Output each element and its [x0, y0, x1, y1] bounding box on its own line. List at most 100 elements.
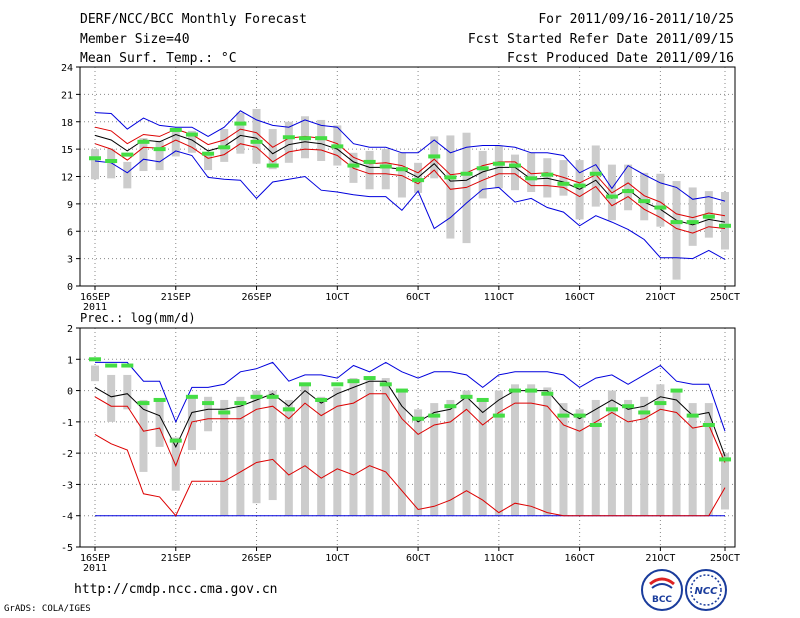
ensemble-box — [688, 187, 697, 246]
forecast-marker — [686, 413, 699, 418]
x-tick-label: 16SEP — [80, 292, 110, 303]
forecast-marker — [654, 205, 667, 210]
ensemble-box — [462, 132, 471, 244]
forecast-marker — [266, 394, 279, 399]
forecast-marker — [605, 407, 618, 412]
ensemble-box — [301, 384, 309, 516]
plot-frame — [79, 327, 736, 548]
spread-upper-line — [94, 393, 726, 468]
ensemble-box — [91, 365, 99, 382]
ensemble-box — [511, 154, 519, 191]
forecast-marker — [218, 145, 231, 150]
ensemble-mean-line — [94, 133, 726, 226]
y-tick-label: -2 — [61, 449, 73, 460]
forecast-marker — [670, 220, 683, 225]
forecast-marker — [169, 438, 182, 443]
forecast-marker — [282, 407, 295, 412]
ensemble-box — [381, 378, 390, 516]
plot-frame — [79, 66, 736, 287]
forecast-marker — [509, 388, 521, 393]
ensemble-box — [640, 396, 649, 516]
y-tick-label: 6 — [67, 227, 73, 238]
envelope-max-line — [95, 361, 726, 432]
ensemble-box — [333, 387, 342, 516]
forecast-marker — [509, 163, 521, 168]
source-url[interactable]: http://cmdp.ncc.cma.gov.cn — [74, 582, 278, 597]
forecast-marker — [379, 382, 392, 387]
x-tick-label: 6OCT — [406, 553, 430, 564]
forecast-marker — [347, 163, 360, 168]
ensemble-box — [236, 396, 245, 516]
forecast-marker — [266, 163, 279, 168]
forecast-marker — [395, 167, 408, 172]
forecast-period: For 2011/09/16-2011/10/25 — [538, 12, 734, 27]
forecast-marker — [702, 422, 715, 427]
ensemble-box — [704, 403, 713, 516]
x-tick-label: 25OCT — [710, 292, 740, 303]
x-tick-label: 16OCT — [565, 292, 595, 303]
forecast-marker — [363, 376, 376, 381]
forecast-marker — [476, 166, 489, 171]
forecast-marker — [460, 394, 473, 399]
forecast-marker — [525, 388, 538, 393]
ensemble-box — [704, 191, 713, 238]
forecast-marker — [719, 223, 731, 228]
forecast-marker — [573, 183, 586, 188]
ensemble-box — [607, 390, 616, 516]
ensemble-box — [107, 374, 116, 422]
ensemble-box — [139, 399, 148, 472]
ensemble-box — [236, 112, 245, 154]
y-tick-label: -5 — [61, 543, 73, 554]
y-tick-label: 21 — [61, 90, 73, 101]
ensemble-box — [494, 390, 503, 516]
forecast-marker — [492, 413, 505, 418]
header-left: DERF/NCC/BCC Monthly Forecast Member Siz… — [80, 10, 307, 69]
forecast-marker — [492, 161, 505, 166]
x-tick-label: 11OCT — [484, 553, 514, 564]
x-tick-label: 21SEP — [161, 553, 191, 564]
x-tick-label: 26SEP — [241, 292, 271, 303]
ensemble-box — [268, 129, 277, 170]
forecast-marker — [638, 199, 651, 204]
ensemble-box — [155, 140, 164, 171]
forecast-marker — [185, 394, 198, 399]
ncc-logo-text: NCC — [694, 586, 718, 597]
ensemble-box — [414, 409, 423, 516]
forecast-marker — [89, 357, 101, 362]
forecast-marker — [460, 171, 473, 176]
y-tick-label: 2 — [67, 324, 73, 335]
ensemble-box — [123, 374, 132, 410]
forecast-marker — [719, 457, 731, 462]
x-tick-label: 11OCT — [484, 292, 514, 303]
forecast-marker — [525, 176, 538, 181]
forecast-marker — [702, 214, 715, 219]
x-tick-label: 21OCT — [645, 292, 675, 303]
ensemble-box — [365, 150, 374, 190]
forecast-marker — [250, 139, 263, 144]
y-tick-label: -4 — [61, 512, 73, 523]
ensemble-box — [252, 390, 261, 504]
y-tick-label: -3 — [61, 480, 73, 491]
x-year-label: 2011 — [83, 302, 107, 313]
ensemble-box — [317, 119, 326, 161]
header-right: For 2011/09/16-2011/10/25 Fcst Started R… — [468, 10, 734, 69]
forecast-marker — [299, 136, 311, 141]
forecast-marker — [153, 147, 166, 152]
ensemble-mean-line — [94, 380, 726, 457]
x-tick-label: 6OCT — [406, 292, 430, 303]
forecast-marker — [202, 151, 215, 156]
ensemble-box — [721, 453, 729, 510]
ensemble-box — [349, 378, 358, 516]
ensemble-box — [317, 396, 326, 516]
produced-date: Fcst Produced Date 2011/09/16 — [507, 51, 734, 66]
forecast-marker — [250, 394, 263, 399]
ensemble-box — [268, 390, 277, 501]
forecast-marker — [89, 156, 101, 161]
forecast-marker — [573, 413, 586, 418]
precip-panel-label: Prec.: log(mm/d) — [80, 311, 196, 325]
y-tick-label: 0 — [67, 387, 73, 398]
ensemble-box — [397, 390, 406, 516]
x-tick-label: 21OCT — [645, 553, 675, 564]
forecast-marker — [589, 422, 602, 427]
ensemble-box — [446, 399, 455, 516]
